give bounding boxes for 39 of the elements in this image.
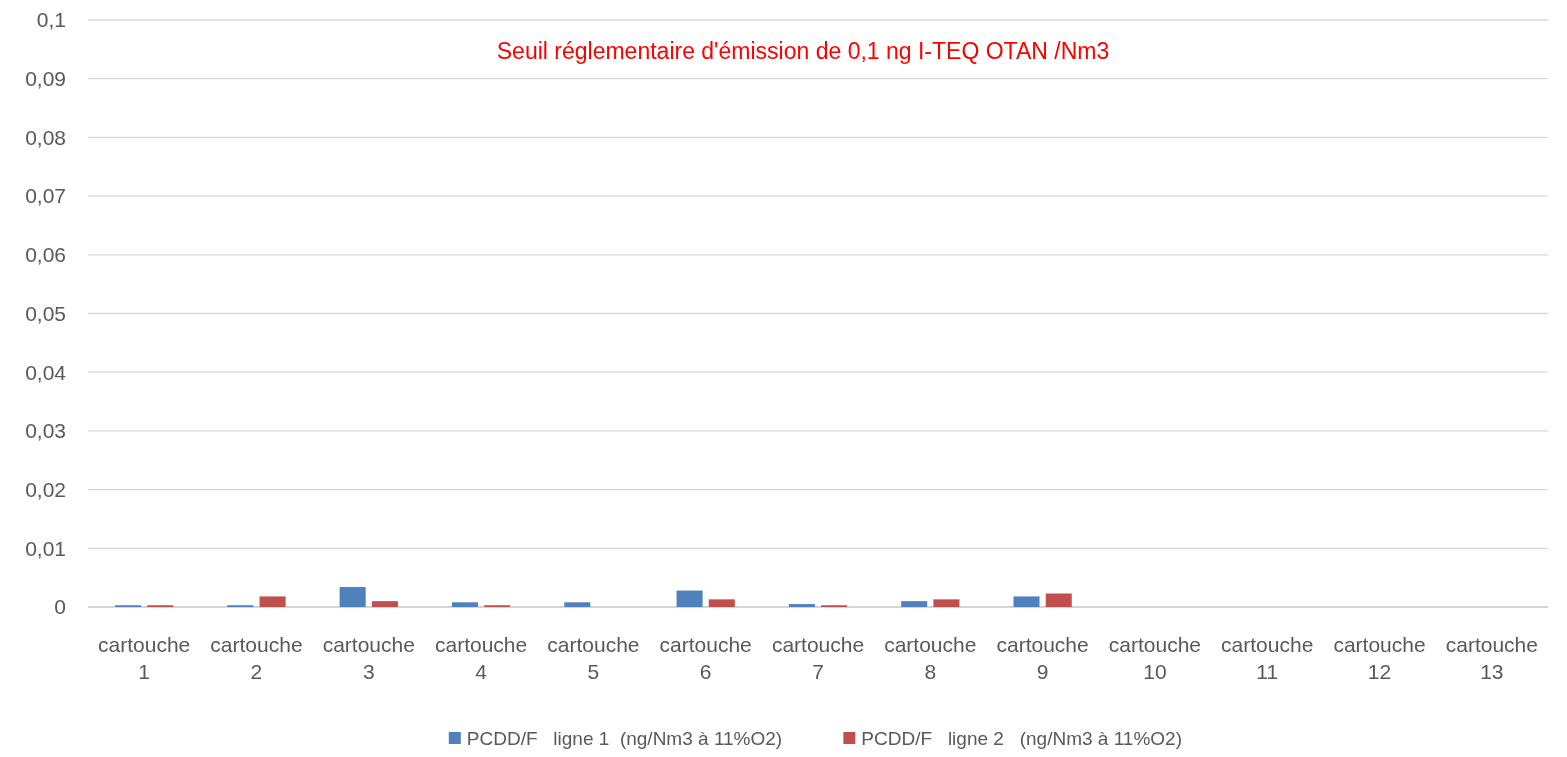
bar [371,601,398,607]
x-tick-label: cartouche 11 [1221,633,1314,683]
bar [708,599,735,607]
y-tick-label: 0,04 [25,360,67,384]
bar [788,604,815,607]
x-tick-label: cartouche 3 [322,633,415,683]
bar [676,590,703,607]
y-tick-label: 0,08 [25,125,66,149]
x-tick-label: cartouche 5 [547,633,640,683]
annotation: Seuil réglementaire d'émission de 0,1 ng I-TEQ OTAN /Nm3 [496,38,1110,65]
y-tick-label: 0,09 [25,67,66,91]
bar [1013,596,1040,607]
y-tick-label: 0,03 [25,419,66,443]
legend-label: PCDD/F ligne 1 (ng/Nm3 à 11%O2) [466,727,783,749]
y-tick-label: 0,01 [25,536,66,560]
bar [1045,593,1072,607]
x-tick-label: cartouche 9 [996,633,1089,683]
x-tick-label: cartouche 4 [434,633,528,683]
bar [451,602,478,607]
x-tick-label: cartouche 10 [1108,633,1202,683]
x-tick-label: cartouche 1 [98,633,191,683]
x-tick-label: cartouche 2 [210,633,303,683]
bar [564,602,591,607]
bar [901,601,928,607]
bar [339,587,366,607]
y-tick-label: 0,02 [25,477,66,501]
x-tick-label: cartouche 6 [659,633,752,683]
y-tick-label: 0 [54,595,66,619]
bar [933,599,960,607]
x-tick-label: cartouche 7 [771,633,865,683]
y-tick-label: 0,1 [36,8,66,32]
x-tick-label: cartouche 12 [1333,633,1426,683]
legend-label: PCDD/F ligne 2 (ng/Nm3 à 11%O2) [861,727,1182,749]
y-tick-label: 0,07 [25,184,66,208]
x-tick-label: cartouche 13 [1445,633,1538,683]
y-tick-label: 0,06 [25,243,66,267]
bar [259,596,286,607]
y-tick-label: 0,05 [25,301,66,325]
x-tick-label: cartouche 8 [884,633,977,683]
